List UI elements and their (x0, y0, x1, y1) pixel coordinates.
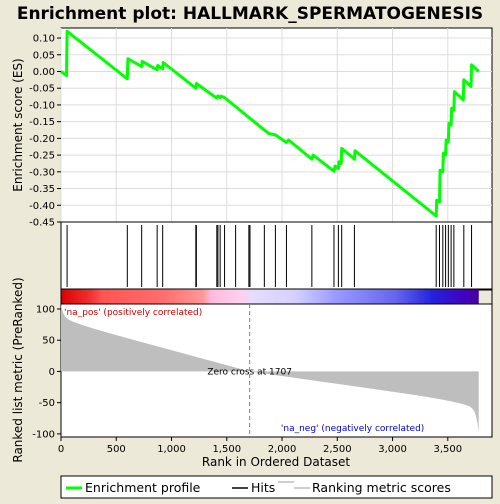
ranking-metric-area (61, 304, 479, 433)
es-tick-label: -0.10 (29, 100, 55, 111)
rank-color-bar (61, 289, 479, 304)
chart-title: Enrichment plot: HALLMARK_SPERMATOGENESI… (17, 4, 483, 24)
legend-item-hits: Hits (232, 480, 275, 495)
hits-panel (60, 221, 493, 291)
x-tick-label: 0 (58, 444, 64, 455)
legend-hits-label: Hits (251, 480, 275, 495)
es-tick-label: -0.40 (29, 201, 55, 212)
x-tick-label: 1,000 (157, 444, 186, 455)
negative-label: 'na_neg' (negatively correlated) (281, 424, 424, 434)
es-tick-label: -0.15 (29, 117, 55, 128)
enrichment-profile-line (60, 29, 480, 218)
es-tick-label: -0.45 (29, 218, 55, 229)
es-axis: 0.10 0.05 0.00 -0.05 -0.10 -0.15 -0.20 -0.25 -0.… (29, 34, 61, 229)
es-tick-label: 0.05 (33, 50, 55, 61)
x-tick-label: 3,500 (433, 444, 462, 455)
x-tick-label: 2,000 (268, 444, 297, 455)
x-axis-label: Rank in Ordered Dataset (202, 455, 350, 469)
es-tick-label: -0.25 (29, 151, 55, 162)
legend-item-metric: Ranking metric scores (278, 480, 451, 495)
metric-tick-label: 0 (49, 367, 55, 378)
legend-metric-label: Ranking metric scores (312, 480, 451, 495)
metric-tick-label: -100 (32, 429, 55, 440)
zero-cross-label: Zero cross at 1707 (207, 367, 292, 377)
es-tick-label: -0.20 (29, 134, 55, 145)
es-axis-label: Enrichment score (ES) (11, 58, 25, 191)
metric-axis-label: Ranked list metric (PreRanked) (11, 277, 25, 462)
metric-tick-label: 100 (36, 304, 55, 315)
es-tick-label: -0.35 (29, 184, 55, 195)
positive-label: 'na_pos' (positively correlated) (64, 308, 202, 318)
legend-item-profile: Enrichment profile (66, 480, 201, 495)
es-tick-label: -0.05 (29, 84, 55, 95)
es-tick-label: -0.30 (29, 167, 55, 178)
x-tick-label: 1,500 (212, 444, 241, 455)
x-tick-label: 500 (107, 444, 126, 455)
legend-profile-label: Enrichment profile (85, 480, 201, 495)
es-gridlines (60, 28, 492, 223)
es-panel (60, 27, 493, 223)
metric-tick-label: 50 (42, 336, 55, 347)
x-tick-label: 3,000 (378, 444, 407, 455)
metric-axis: 100 50 0 -50 -100 (32, 304, 61, 440)
es-tick-label: 0.00 (33, 67, 55, 78)
x-axis: 0 500 1,000 1,500 2,000 2,500 3,000 3,500 (58, 437, 462, 455)
hit-marks (66, 225, 473, 287)
legend-box (60, 475, 493, 499)
x-tick-label: 2,500 (323, 444, 352, 455)
es-tick-label: 0.10 (33, 34, 55, 45)
metric-tick-label: -50 (39, 398, 55, 409)
